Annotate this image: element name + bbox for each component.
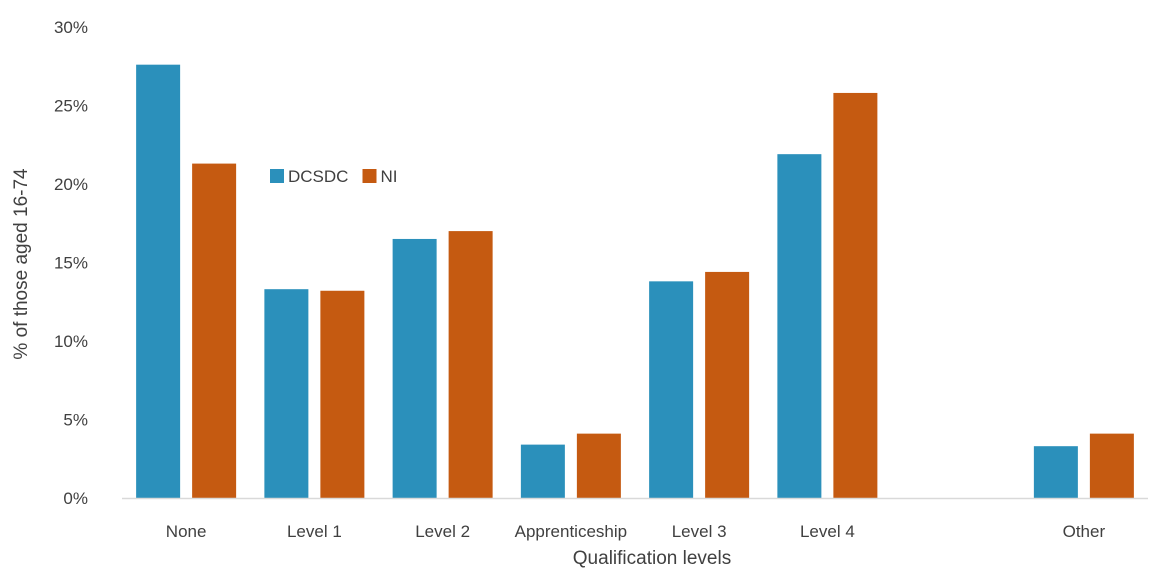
bars <box>136 64 1134 499</box>
legend-swatch-ni <box>362 169 377 183</box>
x-tick-label: Level 2 <box>415 522 470 541</box>
bar-dcsdc <box>649 281 694 498</box>
bar-ni <box>448 231 493 498</box>
x-tick-label: Other <box>1063 522 1106 541</box>
y-tick-label: 30% <box>54 18 88 37</box>
y-tick-label: 5% <box>63 411 88 430</box>
bar-dcsdc <box>392 238 437 498</box>
bar-ni <box>705 271 750 498</box>
x-axis-title: Qualification levels <box>573 548 731 569</box>
x-axis-ticks: None Level 1 Level 2 Apprenticeship Level 3 L… <box>166 522 1106 541</box>
x-tick-label: Apprenticeship <box>515 522 627 541</box>
x-tick-label: Level 3 <box>672 522 727 541</box>
y-tick-label: 20% <box>54 175 88 194</box>
y-axis-title: % of those aged 16-74 <box>11 168 32 360</box>
bar-dcsdc <box>777 154 822 499</box>
x-tick-label: None <box>166 522 207 541</box>
bar-ni <box>320 290 365 498</box>
legend-label-dcsdc: DCSDC <box>288 167 348 186</box>
legend-label-ni: NI <box>381 167 398 186</box>
bar-dcsdc <box>520 444 565 498</box>
bar-dcsdc <box>1033 446 1078 498</box>
x-tick-label: Level 1 <box>287 522 342 541</box>
y-axis-ticks: 0% 5% 10% 15% 20% 25% 30% <box>54 18 88 508</box>
bar-ni <box>833 92 878 498</box>
bar-dcsdc <box>264 289 309 498</box>
bar-ni <box>192 163 237 498</box>
x-tick-label: Level 4 <box>800 522 855 541</box>
bar-ni <box>576 433 621 498</box>
y-tick-label: 10% <box>54 332 88 351</box>
y-tick-label: 15% <box>54 254 88 273</box>
bar-dcsdc <box>136 64 181 499</box>
legend: DCSDC NI <box>270 167 398 186</box>
y-tick-label: 0% <box>63 489 88 508</box>
legend-swatch-dcsdc <box>270 169 284 183</box>
bar-ni <box>1089 433 1134 498</box>
y-tick-label: 25% <box>54 97 88 116</box>
